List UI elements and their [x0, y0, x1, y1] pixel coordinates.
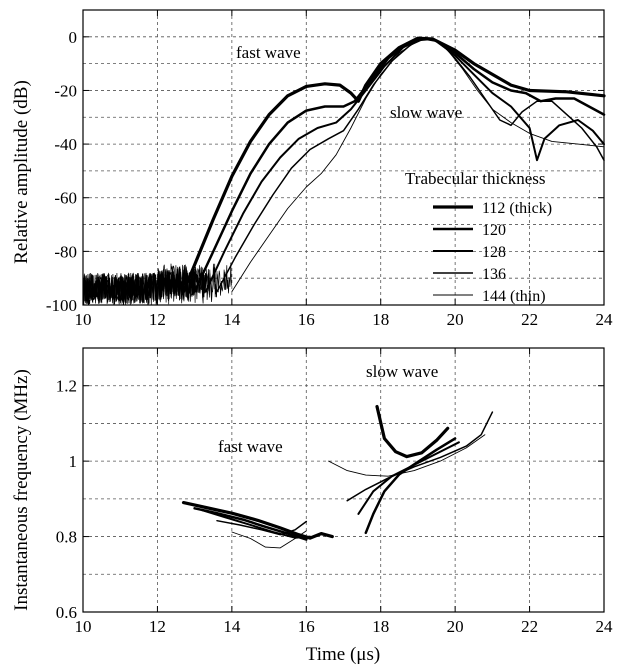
x-tick-label: 12: [149, 617, 166, 636]
series-line-4-0: [231, 39, 605, 293]
series-line-4-0: [231, 530, 307, 549]
series-line-2-1: [357, 441, 460, 515]
y-tick-label: 0: [69, 28, 78, 47]
amplitude-y-axis-label: Relative amplitude (dB): [11, 80, 32, 264]
fast-wave-label-bottom: fast wave: [218, 437, 283, 456]
x-tick-label: 10: [75, 617, 92, 636]
y-tick-label: -60: [54, 189, 77, 208]
series-line-1-1: [364, 437, 457, 535]
series-line-3-1: [346, 411, 494, 502]
fast-wave-label-top: fast wave: [236, 43, 301, 62]
frequency-panel: Instantaneous frequency (MHz) Time (μs) …: [11, 347, 614, 665]
series-line-1-0: [193, 507, 308, 541]
x-tick-label: 14: [223, 617, 241, 636]
y-tick-label: 0.6: [56, 603, 77, 622]
y-tick-label: 0.8: [56, 528, 77, 547]
time-x-axis-label: Time (μs): [306, 644, 380, 665]
x-tick-label: 16: [298, 617, 315, 636]
legend-entry: 136: [482, 266, 506, 283]
amplitude-panel: Relative amplitude (dB) fast wave slow w…: [11, 9, 614, 329]
legend-entry: 144 (thin): [482, 288, 546, 305]
x-tick-label: 18: [372, 310, 389, 329]
x-tick-label: 12: [149, 310, 166, 329]
legend-entry: 112 (thick): [482, 200, 552, 217]
y-tick-label: 1: [69, 452, 78, 471]
legend-title: Trabecular thickness: [405, 169, 546, 188]
series-line-2-0: [204, 37, 605, 293]
series-line-4-1: [328, 434, 486, 477]
x-tick-label: 16: [298, 310, 315, 329]
series-line-0-0: [181, 501, 334, 540]
x-tick-label: 14: [223, 310, 241, 329]
x-tick-label: 22: [521, 310, 538, 329]
x-tick-label: 22: [521, 617, 538, 636]
plot-frame: [82, 347, 605, 613]
series-line-3-0: [216, 519, 308, 536]
x-tick-label: 20: [447, 617, 464, 636]
x-tick-label: 24: [596, 617, 614, 636]
x-tick-label: 20: [447, 310, 464, 329]
y-tick-label: -20: [54, 81, 77, 100]
series-line-1-0: [193, 36, 606, 293]
series-line-0-1: [375, 404, 450, 459]
y-tick-label: 1.2: [56, 377, 77, 396]
legend-entry: 120: [482, 222, 506, 239]
legend-entry: 128: [482, 244, 506, 261]
slow-wave-label-top: slow wave: [390, 103, 462, 122]
y-tick-label: -100: [46, 296, 77, 315]
frequency-y-axis-label: Instantaneous frequency (MHz): [11, 369, 32, 611]
y-tick-label: -80: [54, 242, 77, 261]
series-line-0-0: [181, 36, 606, 294]
series-line-2-0: [201, 509, 311, 539]
y-tick-label: -40: [54, 135, 77, 154]
x-tick-label: 18: [372, 617, 389, 636]
slow-wave-label-bottom: slow wave: [366, 362, 438, 381]
x-tick-label: 24: [596, 310, 614, 329]
series-line-3-0: [216, 37, 605, 293]
plot-frame: [82, 9, 605, 306]
x-tick-label: 10: [75, 310, 92, 329]
